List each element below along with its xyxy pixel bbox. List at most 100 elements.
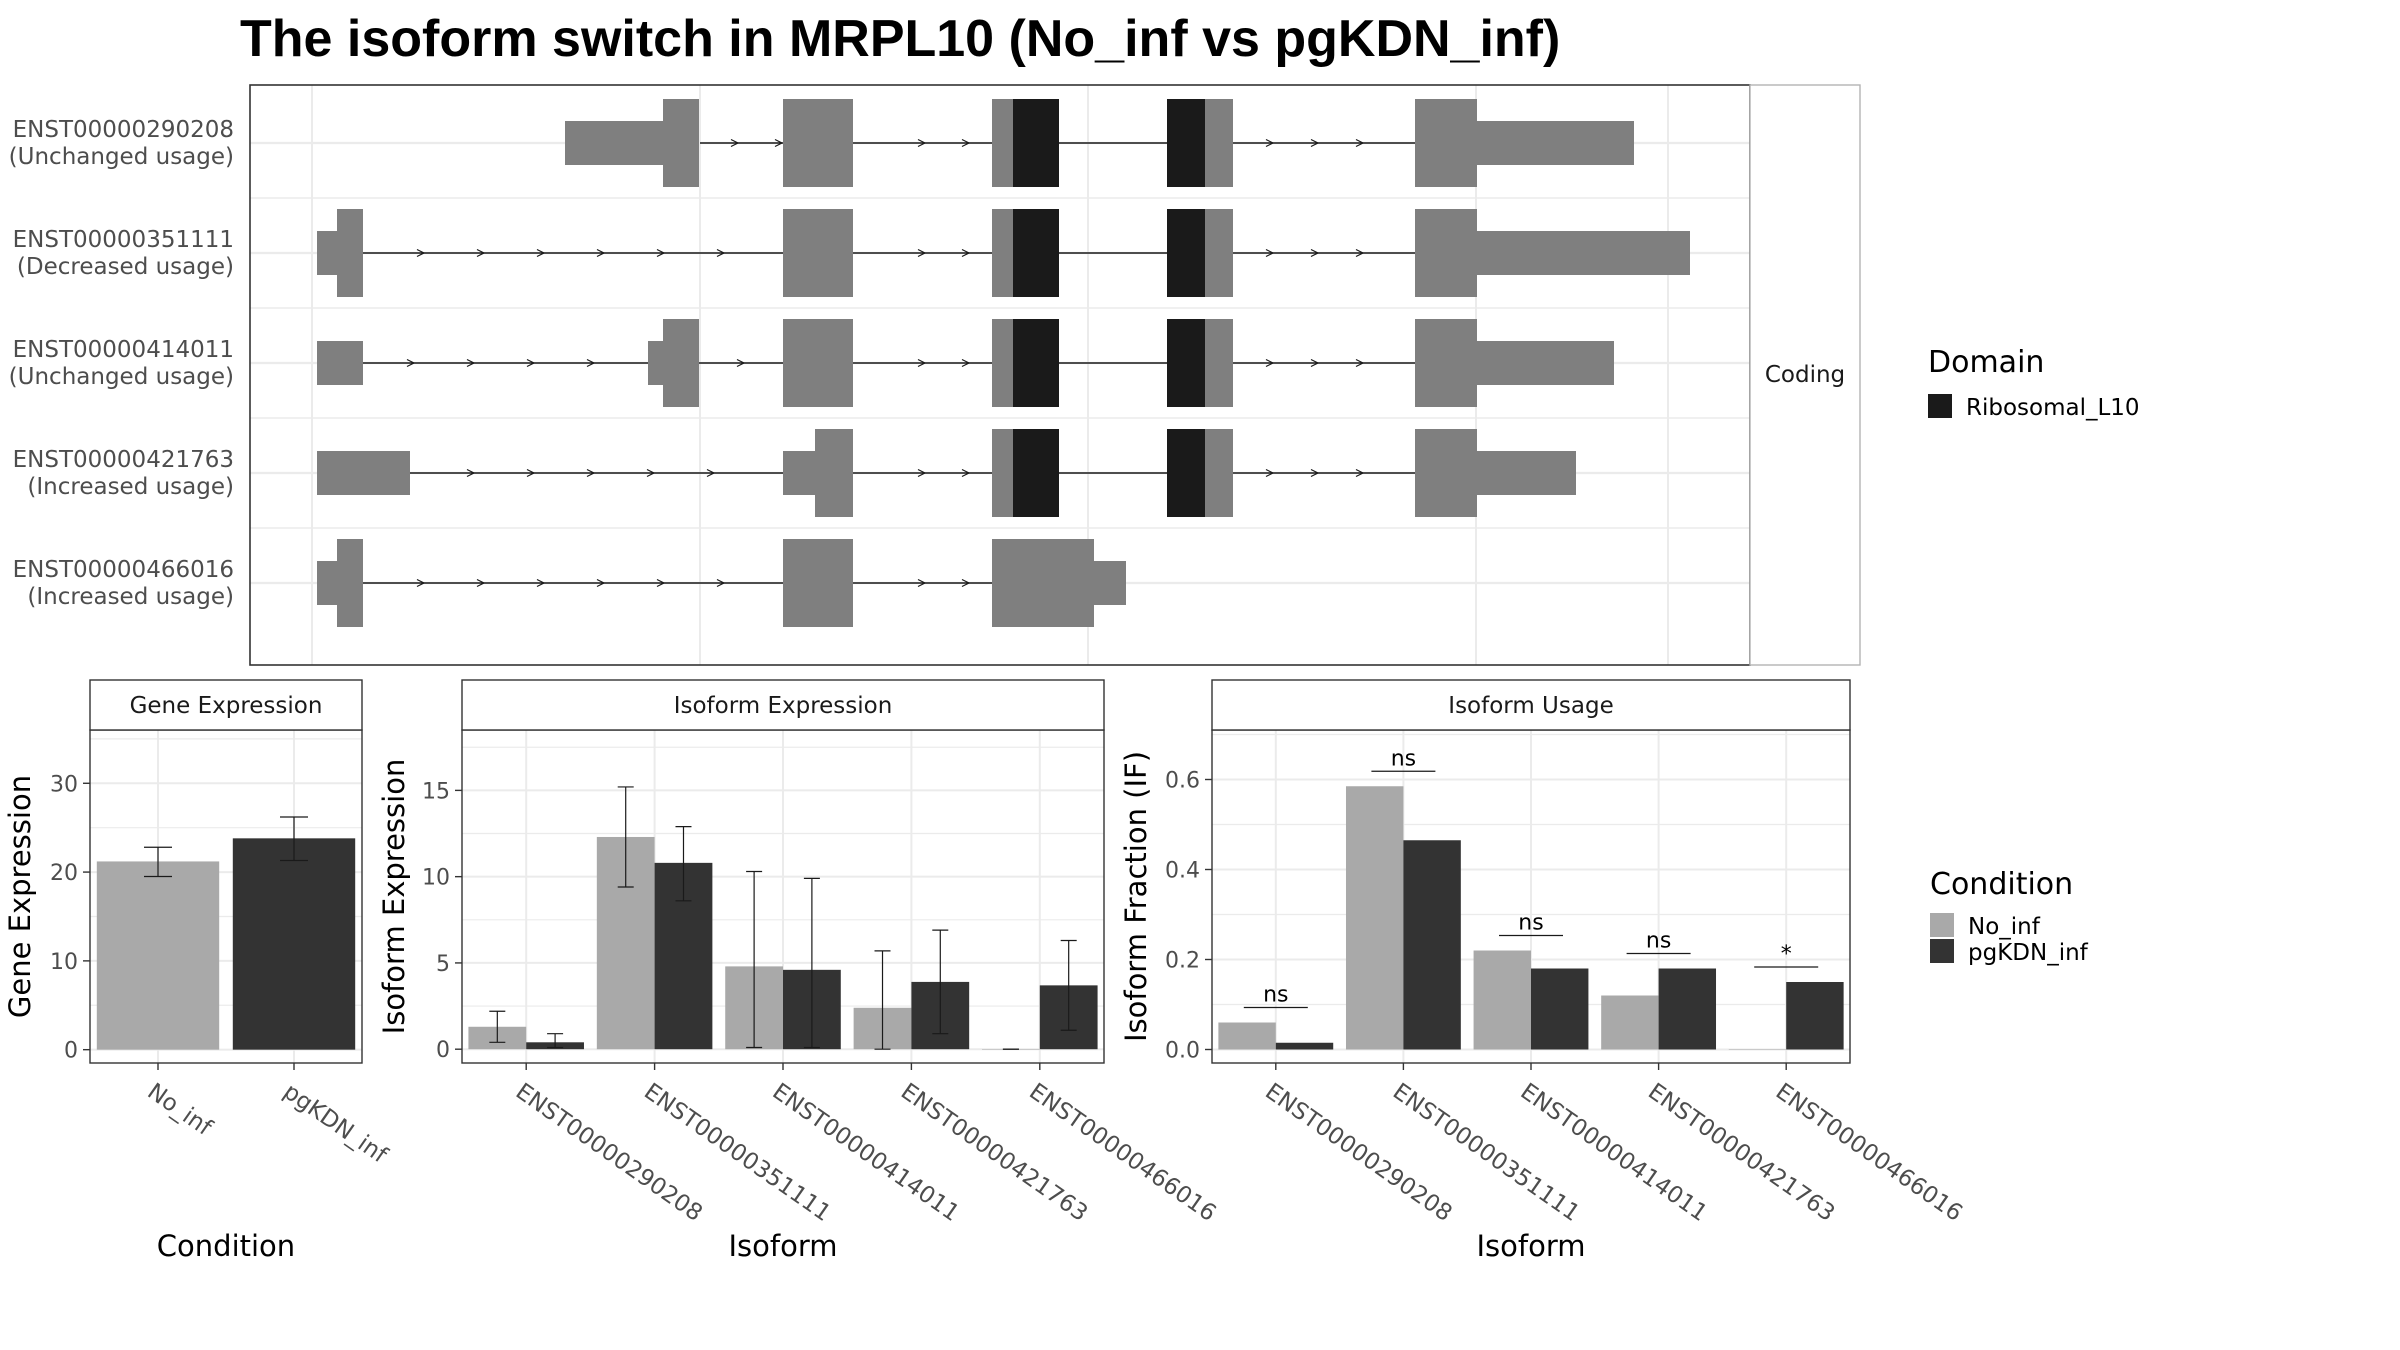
structure-strip-label: Coding — [1765, 362, 1845, 388]
exon-block — [992, 539, 1094, 627]
intron-arrow — [917, 248, 927, 258]
intron-arrow — [416, 578, 426, 588]
intron-arrow — [961, 578, 971, 588]
intron-arrow — [917, 578, 927, 588]
transcript-usage-label: (Unchanged usage) — [9, 364, 234, 390]
exon-block — [992, 429, 1013, 517]
intron-arrow — [526, 358, 536, 368]
intron-arrow — [596, 578, 606, 588]
exon-block — [1477, 451, 1576, 495]
structure-marks — [317, 99, 1690, 627]
intron-arrow — [961, 138, 971, 148]
intron-arrow — [1265, 248, 1275, 258]
intron-arrow — [596, 248, 606, 258]
condition-legend-key-no-inf — [1930, 913, 1954, 937]
exon-block — [1415, 99, 1477, 187]
intron-arrow — [917, 358, 927, 368]
bar — [1531, 968, 1589, 1050]
y-tick-label: 5 — [436, 952, 450, 977]
y-tick-label: 10 — [50, 950, 78, 975]
x-tick-label: No_inf — [143, 1079, 218, 1142]
y-axis-title: Isoform Expression — [377, 759, 411, 1035]
intron-arrow — [476, 578, 486, 588]
intron-arrow — [1310, 358, 1320, 368]
exon-block — [1205, 99, 1233, 187]
intron-arrow — [586, 468, 596, 478]
y-tick-label: 0 — [64, 1039, 78, 1064]
intron-arrow — [646, 468, 656, 478]
domain-block — [1167, 209, 1205, 297]
exon-block — [815, 429, 853, 517]
bar — [1473, 950, 1531, 1050]
transcript-id-label: ENST00000351111 — [13, 227, 234, 253]
domain-block — [1167, 319, 1205, 407]
exon-block — [783, 209, 853, 297]
exon-block — [1205, 319, 1233, 407]
intron-arrow — [586, 358, 596, 368]
condition-legend-label-no-inf: No_inf — [1968, 914, 2041, 940]
intron-arrow — [706, 468, 716, 478]
strip-label: Isoform Expression — [674, 693, 893, 719]
exon-block — [1415, 209, 1477, 297]
intron-arrow — [656, 248, 666, 258]
domain-block — [1013, 99, 1059, 187]
strip — [1211, 679, 1851, 731]
intron-arrow — [730, 138, 740, 148]
exon-block — [1477, 121, 1634, 165]
domain-legend: Domain Ribosomal_L10 — [1928, 345, 2140, 421]
intron-arrow — [716, 578, 726, 588]
intron-arrow — [416, 248, 426, 258]
exon-block — [663, 319, 699, 407]
bar — [1601, 995, 1659, 1050]
y-tick-label: 0.4 — [1165, 859, 1200, 884]
x-axis-title: Isoform — [728, 1229, 837, 1263]
condition-legend-title: Condition — [1930, 867, 2073, 902]
domain-legend-title: Domain — [1928, 345, 2044, 380]
transcript-labels: ENST00000290208(Unchanged usage)ENST0000… — [9, 117, 234, 610]
intron-arrow — [656, 578, 666, 588]
exon-block — [337, 539, 363, 627]
intron-arrow — [406, 358, 416, 368]
strip-label: Isoform Usage — [1448, 693, 1613, 719]
intron-arrow — [1355, 358, 1365, 368]
domain-legend-label: Ribosomal_L10 — [1966, 395, 2140, 421]
exon-block — [1477, 231, 1690, 275]
significance-label: ns — [1263, 983, 1288, 1008]
structure-strip — [1749, 84, 1861, 666]
exon-block — [1205, 209, 1233, 297]
structure-panel: Coding ENST00000290208(Unchanged usage)E… — [9, 84, 1861, 666]
intron-arrow — [1310, 248, 1320, 258]
intron-arrow — [536, 578, 546, 588]
exon-block — [992, 319, 1013, 407]
y-tick-label: 30 — [50, 772, 78, 797]
bar — [96, 861, 220, 1050]
bar — [232, 838, 356, 1050]
figure-title: The isoform switch in MRPL10 (No_inf vs … — [240, 10, 1560, 68]
x-axis-title: Condition — [157, 1229, 295, 1263]
intron-arrow — [917, 138, 927, 148]
intron-arrow — [1265, 358, 1275, 368]
exon-block — [1415, 319, 1477, 407]
intron-arrow — [1355, 248, 1365, 258]
transcript-id-label: ENST00000466016 — [13, 557, 234, 583]
exon-block — [648, 341, 663, 385]
domain-legend-key — [1928, 394, 1952, 418]
domain-block — [1013, 429, 1059, 517]
condition-legend-label-pgkdn-inf: pgKDN_inf — [1968, 940, 2089, 966]
y-tick-label: 20 — [50, 861, 78, 886]
y-tick-label: 0.6 — [1165, 769, 1200, 794]
exon-block — [992, 99, 1013, 187]
intron-arrow — [961, 248, 971, 258]
isoform-expression-chart: Isoform Expression051015ENST00000290208E… — [377, 679, 1221, 1263]
intron-arrow — [736, 358, 746, 368]
x-axis-title: Isoform — [1476, 1229, 1585, 1263]
exon-block — [317, 561, 337, 605]
exon-block — [317, 231, 337, 275]
domain-block — [1013, 209, 1059, 297]
transcript-usage-label: (Unchanged usage) — [9, 144, 234, 170]
intron-arrow — [961, 468, 971, 478]
y-axis-title: Gene Expression — [3, 775, 37, 1018]
exon-block — [1477, 341, 1614, 385]
exon-block — [992, 209, 1013, 297]
